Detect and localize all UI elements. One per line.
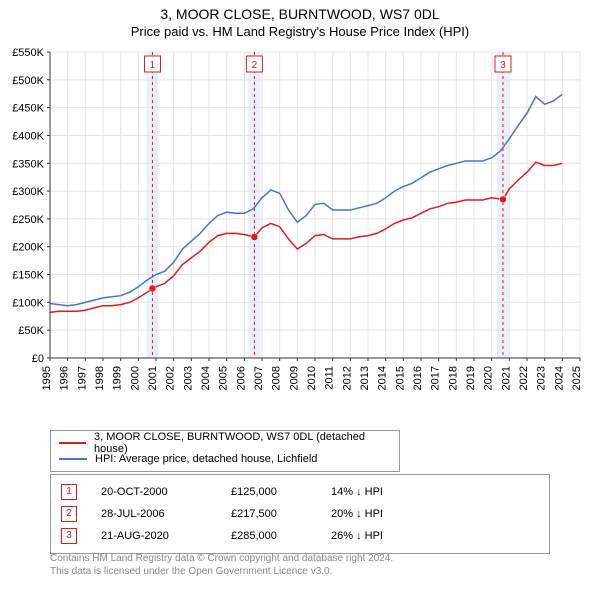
svg-text:2006: 2006 [235,366,247,390]
event-row: 1 20-OCT-2000 £125,000 14% ↓ HPI [61,481,539,503]
svg-text:2009: 2009 [288,366,300,390]
footnote-line: This data is licensed under the Open Gov… [50,565,550,578]
svg-text:3: 3 [500,60,506,71]
svg-text:£500K: £500K [12,75,44,87]
svg-text:2025: 2025 [571,366,583,390]
svg-text:2019: 2019 [465,366,477,390]
event-number-badge: 3 [61,528,77,544]
svg-text:2008: 2008 [271,366,283,390]
chart-titles: 3, MOOR CLOSE, BURNTWOOD, WS7 0DL Price … [0,0,600,39]
event-row: 2 28-JUL-2006 £217,500 20% ↓ HPI [61,503,539,525]
event-date: 21-AUG-2020 [101,530,231,542]
svg-text:1999: 1999 [112,366,124,390]
svg-text:2021: 2021 [500,366,512,390]
chart-svg: £0 £50K £100K £150K £200K £250K £300K £350K £400… [0,44,600,424]
legend-label: 3, MOOR CLOSE, BURNTWOOD, WS7 0DL (detac… [94,431,391,455]
svg-text:2011: 2011 [324,366,336,390]
page-container: 3, MOOR CLOSE, BURNTWOOD, WS7 0DL Price … [0,0,600,590]
svg-text:2022: 2022 [518,366,530,390]
event-number-badge: 1 [61,484,77,500]
svg-text:£450K: £450K [12,103,44,115]
svg-text:£100K: £100K [12,297,44,309]
svg-text:2015: 2015 [394,366,406,390]
event-price: £285,000 [231,530,331,542]
svg-text:2007: 2007 [253,366,265,390]
svg-text:1998: 1998 [94,366,106,390]
svg-text:2016: 2016 [412,366,424,390]
event-diff: 14% ↓ HPI [331,486,441,498]
svg-text:£550K: £550K [12,47,44,59]
svg-text:1: 1 [150,60,156,71]
svg-text:2018: 2018 [447,366,459,390]
svg-text:£150K: £150K [12,270,44,282]
events-table: 1 20-OCT-2000 £125,000 14% ↓ HPI 2 28-JU… [50,474,550,554]
event-price: £125,000 [231,486,331,498]
svg-text:£200K: £200K [12,242,44,254]
svg-text:£0: £0 [32,353,44,365]
svg-text:2017: 2017 [430,366,442,390]
svg-text:2013: 2013 [359,366,371,390]
svg-text:2023: 2023 [536,366,548,390]
event-price: £217,500 [231,508,331,520]
svg-text:2005: 2005 [218,366,230,390]
svg-text:2010: 2010 [306,366,318,390]
chart-area: £0 £50K £100K £150K £200K £250K £300K £350K £400… [0,44,600,424]
svg-text:2001: 2001 [147,366,159,390]
chart-title-subtitle: Price paid vs. HM Land Registry's House … [0,24,600,39]
svg-text:£300K: £300K [12,186,44,198]
svg-text:2002: 2002 [165,366,177,390]
event-number-badge: 2 [61,506,77,522]
svg-text:2000: 2000 [129,366,141,390]
svg-text:1996: 1996 [59,366,71,390]
legend-box: 3, MOOR CLOSE, BURNTWOOD, WS7 0DL (detac… [50,430,400,472]
svg-text:2: 2 [252,60,258,71]
legend-swatch [59,458,87,460]
footnote-line: Contains HM Land Registry data © Crown c… [50,552,550,565]
svg-text:2012: 2012 [341,366,353,390]
event-date: 28-JUL-2006 [101,508,231,520]
legend-swatch [59,442,86,444]
svg-text:£250K: £250K [12,214,44,226]
svg-text:1997: 1997 [76,366,88,390]
legend-label: HPI: Average price, detached house, Lich… [95,453,317,465]
svg-text:2020: 2020 [483,366,495,390]
event-diff: 20% ↓ HPI [331,508,441,520]
svg-text:£400K: £400K [12,130,44,142]
svg-text:1995: 1995 [41,366,53,390]
event-diff: 26% ↓ HPI [331,530,441,542]
svg-text:£50K: £50K [18,325,44,337]
svg-text:2014: 2014 [377,366,389,390]
svg-text:£350K: £350K [12,158,44,170]
legend-row: 3, MOOR CLOSE, BURNTWOOD, WS7 0DL (detac… [59,435,391,451]
chart-title-address: 3, MOOR CLOSE, BURNTWOOD, WS7 0DL [0,6,600,22]
svg-text:2004: 2004 [200,366,212,390]
footnote: Contains HM Land Registry data © Crown c… [50,552,550,578]
event-row: 3 21-AUG-2020 £285,000 26% ↓ HPI [61,525,539,547]
svg-text:2003: 2003 [182,366,194,390]
event-date: 20-OCT-2000 [101,486,231,498]
svg-text:2024: 2024 [553,366,565,390]
